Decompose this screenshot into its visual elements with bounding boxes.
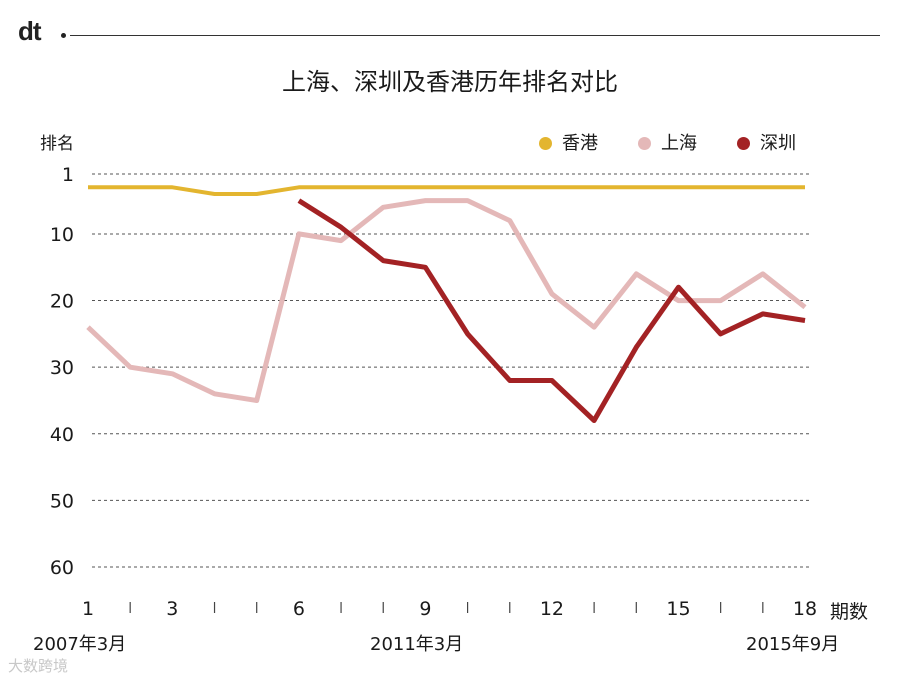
legend-swatch-shenzhen (737, 137, 750, 150)
x-tick-label-18: 18 (793, 598, 817, 620)
date-label-start: 2007年3月 (33, 634, 127, 655)
legend-swatch-hongkong (539, 137, 552, 150)
series-line-hongkong (88, 185, 805, 196)
legend-item-shenzhen: 深圳 (737, 129, 796, 155)
y-tick-label-30: 30 (50, 357, 74, 379)
y-tick-label-20: 20 (50, 291, 74, 313)
legend-item-hongkong: 香港 (539, 129, 598, 155)
watermark: 大数跨境 (8, 657, 69, 675)
series-line-shenzhen (297, 198, 806, 423)
x-tick-label-9: 9 (419, 598, 431, 620)
y-tick-label-50: 50 (50, 490, 74, 512)
x-tick-label-3: 3 (166, 598, 178, 620)
date-label-middle: 2011年3月 (370, 634, 464, 655)
y-axis-label: 排名 (40, 134, 74, 154)
legend-item-shanghai: 上海 (638, 129, 697, 155)
header-rule (70, 35, 880, 36)
y-tick-label-60: 60 (50, 557, 74, 579)
brand-dot-icon (61, 33, 66, 38)
date-label-end: 2015年9月 (746, 634, 840, 655)
x-tick-label-12: 12 (540, 598, 564, 620)
series-line-shanghai (86, 198, 807, 403)
y-tick-label-40: 40 (50, 424, 74, 446)
x-axis-label: 期数 (830, 601, 869, 623)
brand-logo: dt (18, 16, 42, 46)
legend-label-hongkong: 香港 (562, 133, 598, 154)
x-tick-label-1: 1 (82, 598, 94, 620)
chart-title: 上海、深圳及香港历年排名对比 (282, 68, 618, 96)
legend-label-shenzhen: 深圳 (760, 133, 796, 154)
x-tick-label-6: 6 (293, 598, 305, 620)
legend-swatch-shanghai (638, 137, 651, 150)
y-tick-label-1: 1 (62, 164, 74, 186)
x-tick-label-15: 15 (666, 598, 690, 620)
y-tick-label-10: 10 (50, 224, 74, 246)
legend-label-shanghai: 上海 (661, 133, 697, 154)
